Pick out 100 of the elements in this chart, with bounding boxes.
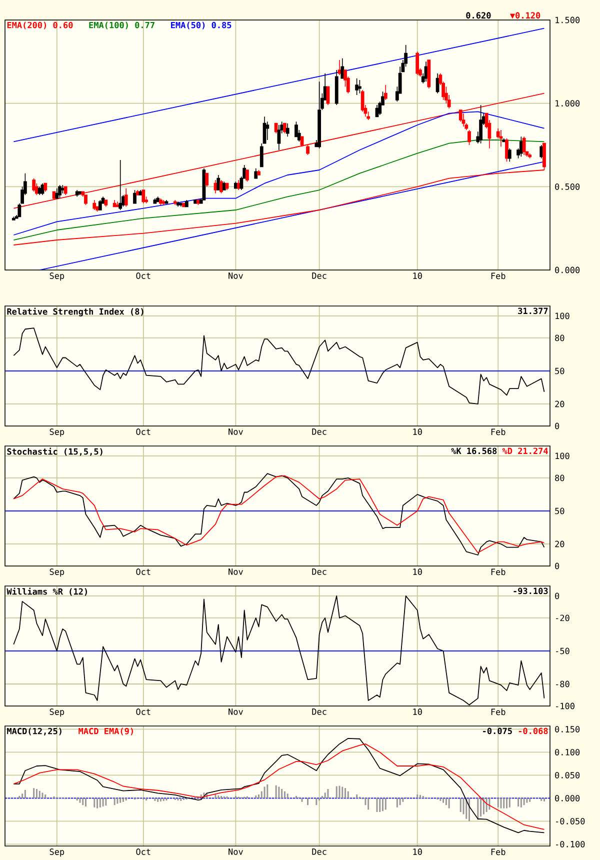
- y-tick-label: 0.000: [555, 794, 580, 802]
- y-tick-label: 0.050: [555, 772, 580, 778]
- annotation: 31.377: [518, 308, 548, 314]
- x-tick-label: 10: [413, 272, 422, 279]
- y-tick-label: 100: [556, 452, 570, 460]
- candlestick: [306, 144, 310, 156]
- y-tick-label: 0: [555, 422, 560, 430]
- candlestick: [286, 122, 290, 138]
- candlestick: [124, 188, 128, 208]
- annotation: -93.103: [514, 588, 548, 594]
- line-series: [13, 140, 545, 240]
- candlestick: [318, 81, 322, 149]
- x-tick-label: Nov: [228, 708, 243, 715]
- candlestick: [462, 112, 466, 128]
- y-tick-label: -20: [556, 614, 570, 622]
- candlestick: [162, 200, 166, 206]
- x-tick-label: Feb: [491, 428, 506, 436]
- x-tick-label: Sep: [50, 568, 64, 577]
- candlestick: [133, 190, 136, 204]
- candlestick: [458, 110, 462, 122]
- y-tick-label: -50: [556, 648, 570, 654]
- x-tick-label: Sep: [50, 272, 64, 281]
- candlestick: [84, 194, 88, 206]
- annotation: -0.075: [483, 728, 512, 734]
- x-tick-label: Feb: [491, 568, 506, 576]
- candlestick: [416, 51, 420, 76]
- text: 0.620: [466, 12, 491, 19]
- candlestick: [257, 170, 260, 176]
- y-tick-label: 100: [556, 312, 570, 320]
- text: %D 21.274: [502, 448, 548, 454]
- x-tick-label: Sep: [50, 708, 64, 717]
- text: MACD EMA(9): [78, 728, 133, 736]
- x-tick-label: 10: [413, 708, 422, 715]
- candlestick: [118, 160, 122, 210]
- y-tick-label: -0.050: [556, 818, 585, 824]
- candlestick: [112, 200, 116, 208]
- candlestick: [55, 188, 59, 199]
- y-tick-label: 0.500: [555, 183, 580, 190]
- y-tick-label: -100: [556, 702, 574, 710]
- y-tick-label: 50: [555, 368, 564, 374]
- chart-title: Williams %R (12): [6, 588, 87, 596]
- x-tick-label: Feb: [491, 848, 506, 856]
- candlestick: [142, 190, 146, 204]
- candlestick: [340, 58, 344, 79]
- y-tick-label: 20: [555, 400, 564, 408]
- y-tick-label: 80: [555, 334, 564, 342]
- line-series: [13, 328, 545, 404]
- x-tick-label: Oct: [136, 568, 150, 575]
- x-tick-label: Dec: [312, 428, 326, 435]
- y-tick-label: 1.500: [556, 16, 580, 24]
- y-tick-label: 50: [555, 508, 564, 514]
- candlestick: [236, 180, 240, 190]
- y-tick-label: 0.100: [555, 748, 580, 756]
- candlestick: [338, 60, 342, 76]
- x-tick-label: Oct: [136, 848, 150, 855]
- x-tick-label: Nov: [228, 272, 243, 279]
- text: EMA(50) 0.85: [171, 22, 232, 30]
- candlestick: [358, 80, 362, 94]
- x-tick-label: Oct: [136, 428, 150, 435]
- annotation: -0.068: [518, 728, 548, 734]
- candlestick: [104, 200, 108, 208]
- x-tick-label: Dec: [312, 708, 326, 715]
- text: %K 16.568: [451, 448, 497, 454]
- candlestick: [294, 121, 298, 138]
- candlestick: [32, 178, 36, 192]
- candlestick: [176, 201, 180, 208]
- x-tick-label: Nov: [228, 428, 243, 435]
- y-tick-label: 0: [555, 592, 560, 600]
- candlestick: [58, 184, 62, 199]
- line-series: [13, 111, 545, 236]
- y-tick-label: 0.000: [555, 266, 580, 274]
- candlestick: [205, 172, 209, 188]
- text: ▼0.120: [510, 12, 540, 19]
- candlestick: [502, 138, 506, 142]
- text: EMA(200) 0.60: [7, 22, 73, 30]
- candlestick: [528, 152, 532, 159]
- candlestick: [179, 202, 183, 208]
- candlestick: [277, 124, 281, 150]
- y-tick-label: 80: [555, 474, 564, 482]
- candlestick: [173, 200, 177, 206]
- x-tick-label: 10: [413, 848, 422, 855]
- x-tick-label: Dec: [312, 568, 326, 575]
- candlestick: [334, 70, 338, 106]
- candlestick: [384, 84, 388, 100]
- x-tick-label: Dec: [312, 272, 326, 279]
- candlestick: [246, 170, 249, 182]
- candlestick: [75, 190, 79, 198]
- candlestick: [499, 130, 503, 148]
- candlestick: [468, 130, 471, 146]
- y-tick-label: 20: [555, 540, 564, 548]
- chart-title: Stochastic (15,5,5): [7, 448, 102, 456]
- x-tick-label: 10: [413, 568, 422, 575]
- x-tick-label: Oct: [136, 708, 150, 715]
- x-tick-label: 10: [413, 428, 422, 435]
- candlestick: [92, 200, 96, 210]
- candlestick: [260, 142, 264, 168]
- candlestick: [184, 200, 188, 208]
- text: MACD(12,25): [7, 728, 62, 736]
- candlestick: [12, 216, 16, 220]
- x-tick-label: Feb: [491, 272, 506, 280]
